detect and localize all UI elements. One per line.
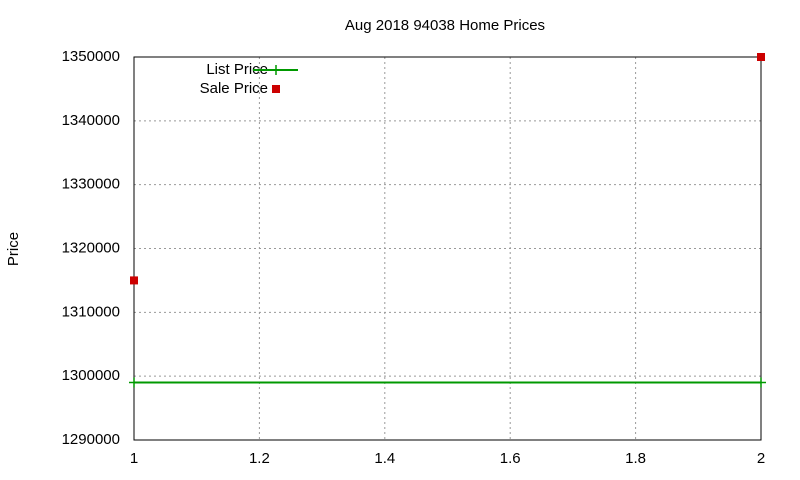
y-axis-label: Price — [5, 232, 22, 266]
legend-label: Sale Price — [200, 80, 268, 97]
y-tick-label: 1340000 — [62, 112, 120, 129]
y-tick-label: 1330000 — [62, 176, 120, 193]
x-tick-label: 1.4 — [374, 450, 395, 467]
legend-label: List Price — [206, 61, 268, 78]
point-marker — [130, 276, 138, 285]
point-marker — [757, 53, 765, 61]
x-tick-label: 1.8 — [625, 450, 646, 467]
x-tick-label: 1.2 — [249, 450, 270, 467]
y-tick-label: 1300000 — [62, 367, 120, 384]
x-tick-label: 1 — [130, 450, 138, 467]
y-tick-label: 1320000 — [62, 239, 120, 256]
y-tick-label: 1310000 — [62, 303, 120, 320]
y-tick-label: 1290000 — [62, 431, 120, 448]
point-marker — [129, 377, 139, 388]
y-tick-label: 1350000 — [62, 48, 120, 65]
legend-marker — [271, 65, 281, 75]
legend-marker — [272, 85, 280, 93]
chart-title: Aug 2018 94038 Home Prices — [345, 17, 545, 34]
point-marker — [756, 377, 766, 388]
plot-frame — [133, 56, 762, 441]
x-tick-label: 2 — [757, 450, 765, 467]
x-tick-label: 1.6 — [500, 450, 521, 467]
